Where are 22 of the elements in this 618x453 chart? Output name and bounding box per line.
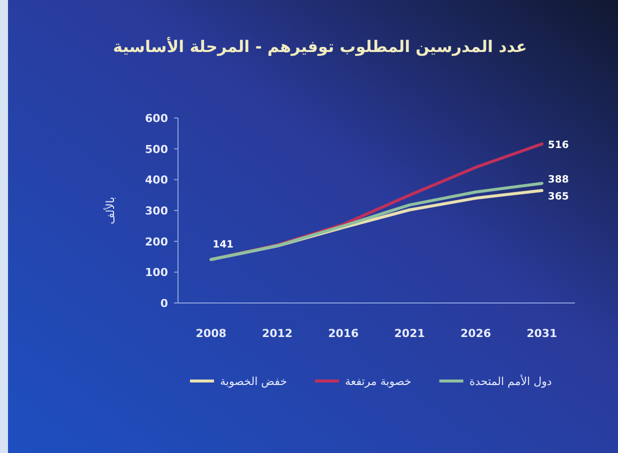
legend-label: دول الأمم المتحدة <box>469 374 552 388</box>
x-tick-label: 2012 <box>262 327 293 340</box>
legend-label: خفض الخصوبة <box>220 375 288 388</box>
y-tick-label: 500 <box>145 142 168 156</box>
y-tick-label: 400 <box>145 174 168 187</box>
y-tick-label: 300 <box>145 204 168 218</box>
x-tick-label: 2026 <box>460 327 492 340</box>
legend-label: خصوبة مرتفعة <box>345 375 412 388</box>
x-tick-label: 2021 <box>394 327 425 340</box>
data-label: 365 <box>548 191 569 202</box>
data-label: 516 <box>548 140 569 151</box>
chart-title: عدد المدرسين المطلوب توفيرهم - المرحلة الأساسية <box>113 36 527 56</box>
y-tick-label: 600 <box>145 112 168 125</box>
y-axis-title: بالألف <box>103 196 117 224</box>
x-tick-label: 2016 <box>328 327 360 340</box>
x-tick-label: 2031 <box>526 327 558 340</box>
x-tick-label: 2008 <box>196 327 226 340</box>
y-tick-label: 200 <box>145 235 168 248</box>
data-label: 141 <box>212 240 234 251</box>
y-tick-label: 0 <box>160 297 168 310</box>
data-label: 388 <box>548 174 569 186</box>
y-tick-label: 100 <box>145 266 168 280</box>
